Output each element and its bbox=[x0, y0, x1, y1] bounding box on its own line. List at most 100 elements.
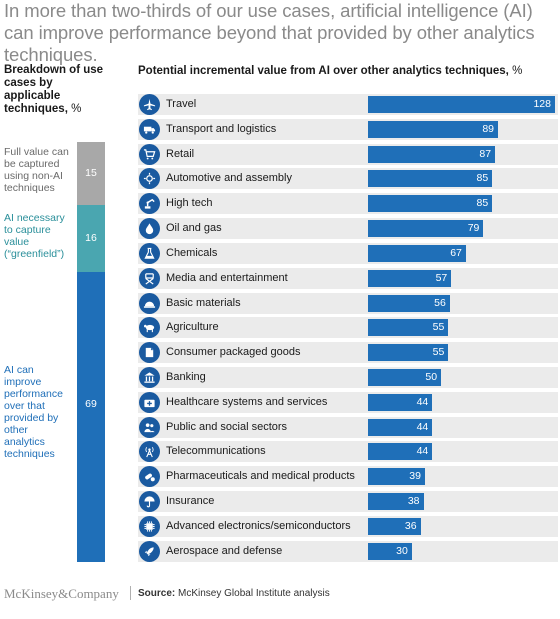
bar-value-label: 36 bbox=[404, 519, 417, 532]
bar-value-label: 67 bbox=[450, 246, 462, 259]
category-row bbox=[138, 515, 558, 537]
bar-value-label: 87 bbox=[479, 147, 492, 160]
value-bar bbox=[368, 96, 555, 113]
antenna-icon bbox=[139, 441, 160, 463]
bar-value-label: 38 bbox=[407, 495, 420, 508]
category-label: Retail bbox=[166, 147, 195, 160]
airplane-icon bbox=[139, 94, 160, 115]
category-label: Oil and gas bbox=[166, 222, 222, 235]
category-row bbox=[138, 441, 558, 463]
category-row bbox=[138, 342, 558, 364]
category-label: Media and entertainment bbox=[166, 271, 288, 284]
use-case-breakdown-stack: 15 16 69 bbox=[77, 142, 105, 562]
page-title: In more than two-thirds of our use cases… bbox=[4, 0, 535, 65]
category-label: Public and social sectors bbox=[166, 420, 288, 433]
category-label: Chemicals bbox=[166, 246, 218, 259]
value-bar bbox=[368, 145, 496, 163]
value-bar bbox=[368, 170, 493, 188]
value-bar bbox=[368, 269, 452, 287]
category-label: Travel bbox=[166, 98, 197, 110]
left-panel-unit: % bbox=[71, 103, 82, 115]
category-label: Pharmaceuticals and medical products bbox=[166, 470, 355, 483]
source-text: McKinsey Global Institute analysis bbox=[178, 588, 330, 599]
robot-arm-icon bbox=[139, 193, 160, 215]
value-bar bbox=[368, 120, 499, 138]
category-label: Healthcare systems and services bbox=[166, 395, 328, 408]
value-bar bbox=[368, 517, 421, 535]
category-row bbox=[138, 540, 558, 562]
value-bar bbox=[368, 220, 484, 238]
category-label: High tech bbox=[166, 197, 213, 210]
category-label: Insurance bbox=[166, 495, 215, 508]
category-row bbox=[138, 367, 558, 389]
bar-value-label: 79 bbox=[467, 222, 480, 235]
pills-icon bbox=[139, 466, 160, 488]
bar-value-label: 44 bbox=[416, 445, 429, 458]
oil-drop-icon bbox=[139, 218, 160, 240]
value-bar bbox=[368, 294, 450, 312]
microchip-icon bbox=[139, 515, 160, 537]
value-bar bbox=[368, 369, 442, 387]
category-label: Basic materials bbox=[166, 296, 241, 309]
medical-bag-icon bbox=[139, 391, 160, 413]
rocket-icon bbox=[139, 540, 160, 562]
value-bar bbox=[368, 443, 433, 461]
brand-logo: McKinsey&Company bbox=[4, 586, 119, 601]
bar-value-label: 57 bbox=[435, 271, 448, 284]
umbrella-icon bbox=[139, 491, 160, 513]
footer-divider bbox=[130, 586, 131, 600]
breakdown-segment-label: AI necessary to capture value (“greenfie… bbox=[4, 212, 65, 260]
bar-value-label: 44 bbox=[416, 395, 429, 408]
bank-icon bbox=[139, 367, 160, 389]
chart-title-unit: % bbox=[512, 65, 523, 77]
value-bar bbox=[368, 344, 449, 362]
source-note: Source: McKinsey Global Institute analys… bbox=[138, 588, 330, 599]
bar-value-label: 44 bbox=[416, 420, 429, 433]
value-bar bbox=[368, 493, 424, 511]
breakdown-segment: 15 bbox=[77, 142, 105, 205]
category-row bbox=[138, 391, 558, 413]
category-label: Advanced electronics/semiconductors bbox=[166, 519, 351, 532]
bar-value-label: 85 bbox=[476, 172, 489, 185]
bar-value-label: 30 bbox=[396, 544, 408, 557]
breakdown-segment-label: AI can improve performance over that pro… bbox=[4, 364, 63, 460]
left-panel-heading: Breakdown of use cases by applicable tec… bbox=[4, 64, 112, 116]
category-label: Aerospace and defense bbox=[166, 544, 283, 557]
bar-value-label: 89 bbox=[482, 122, 495, 135]
value-bar bbox=[368, 244, 466, 262]
breakdown-segment-label: Full value can be captured using non-AI … bbox=[4, 146, 69, 194]
category-row bbox=[138, 267, 558, 289]
people-icon bbox=[139, 416, 160, 438]
category-row bbox=[138, 292, 558, 314]
bar-value-label: 39 bbox=[409, 470, 421, 483]
value-bar bbox=[368, 393, 433, 411]
bar-value-label: 128 bbox=[533, 98, 551, 110]
value-bar bbox=[368, 468, 425, 486]
bar-value-label: 85 bbox=[476, 197, 489, 210]
package-icon bbox=[139, 342, 160, 364]
source-label: Source: bbox=[138, 588, 176, 599]
value-bar bbox=[368, 195, 493, 213]
breakdown-segment-value: 16 bbox=[85, 231, 97, 244]
category-label: Banking bbox=[166, 371, 206, 384]
breakdown-segment-value: 69 bbox=[85, 398, 97, 411]
bar-value-label: 56 bbox=[434, 296, 446, 309]
category-label: Automotive and assembly bbox=[166, 172, 292, 185]
category-label: Consumer packaged goods bbox=[166, 346, 301, 359]
value-bar bbox=[368, 418, 433, 436]
breakdown-segment: 69 bbox=[77, 272, 105, 562]
shopping-cart-icon bbox=[139, 143, 160, 165]
left-panel-heading-text: Breakdown of use cases by applicable tec… bbox=[4, 64, 104, 115]
bar-value-label: 55 bbox=[432, 321, 445, 334]
bar-value-label: 55 bbox=[432, 346, 445, 359]
flask-icon bbox=[139, 242, 160, 264]
breakdown-segment-value: 15 bbox=[85, 166, 97, 179]
director-chair-icon bbox=[139, 267, 160, 289]
chart-title: Potential incremental value from AI over… bbox=[138, 64, 558, 78]
truck-icon bbox=[139, 118, 160, 140]
hard-hat-icon bbox=[139, 292, 160, 314]
category-label: Transport and logistics bbox=[166, 122, 277, 135]
value-bar bbox=[368, 542, 412, 560]
breakdown-segment: 16 bbox=[77, 205, 105, 273]
bar-value-label: 50 bbox=[425, 371, 438, 384]
